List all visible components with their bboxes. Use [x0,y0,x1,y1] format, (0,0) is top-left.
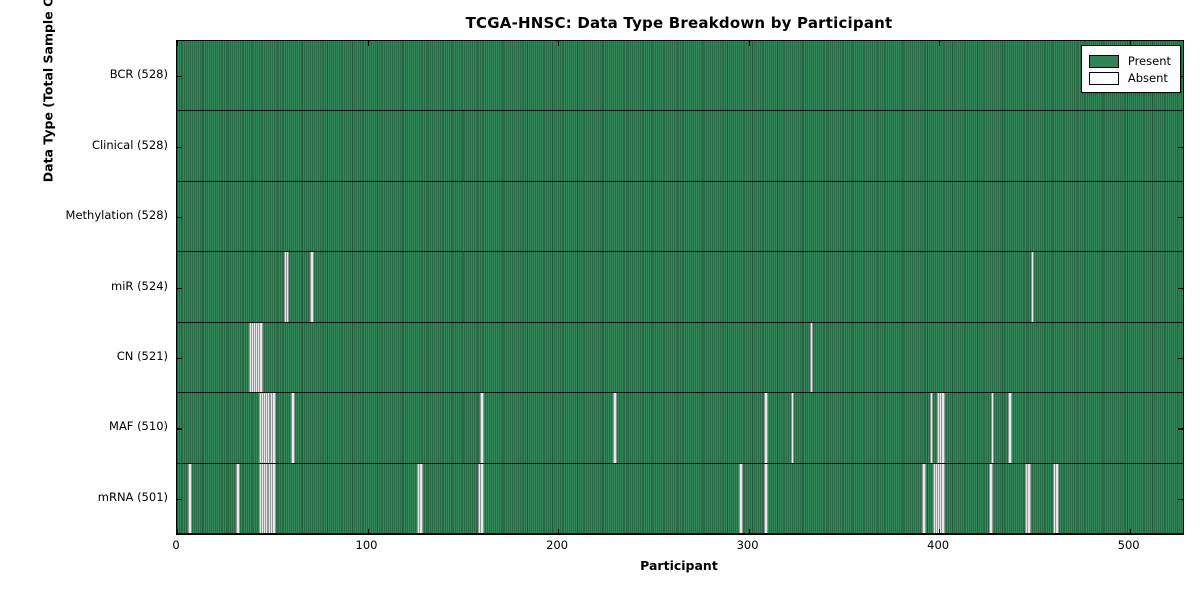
x-tick-mark [558,529,560,534]
x-tick-mark [748,41,750,46]
absent-bar [272,463,277,533]
x-tick-mark [939,41,941,46]
absent-bar [479,463,484,533]
x-tick-label: 300 [736,538,759,552]
x-tick-mark [558,41,560,46]
absent-bar [941,463,945,533]
heatmap-row-bcr [177,41,1183,112]
x-tick-label: 0 [172,538,180,552]
y-tick-label-maf: MAF (510) [109,419,168,434]
legend-swatch-absent [1088,71,1119,85]
absent-bar [763,393,768,463]
chart-title: TCGA-HNSC: Data Type Breakdown by Partic… [465,14,893,32]
y-tick-mark [1178,146,1183,148]
x-tick-mark [367,41,369,46]
heatmap-row-mir [177,252,1183,323]
x-tick-label: 200 [546,538,569,552]
legend-item-absent: Absent [1088,71,1171,85]
y-tick-mark [177,357,182,360]
y-tick-label-mrna: mRNA (501) [97,489,168,504]
y-tick-mark [177,287,182,289]
y-tick-mark [177,428,182,430]
absent-bar [990,393,995,463]
absent-bar [613,393,618,463]
legend: Present Absent [1080,45,1181,93]
x-tick-mark [177,529,179,534]
heatmap-row-mrna [177,463,1183,534]
y-tick-label-bcr: BCR (528) [109,67,168,82]
absent-bar [310,252,315,322]
y-axis-label: Data Type (Total Sample Count) [40,0,56,183]
absent-bar [1026,463,1031,533]
absent-bar [929,393,934,463]
absent-bar [258,322,263,393]
x-tick-mark [939,529,941,534]
x-tick-mark [177,41,179,46]
y-tick-mark [177,76,182,78]
y-tick-label-cn: CN (521) [116,348,168,363]
y-tick-label-methylation: Methylation (528) [65,208,168,223]
absent-bar [1055,463,1060,533]
x-tick-mark [748,529,750,534]
y-tick-mark [177,498,182,500]
absent-bar [418,463,423,533]
absent-bar [285,252,290,322]
heatmap-row-cn [177,322,1183,394]
legend-label-present: Present [1127,54,1171,68]
absent-bar [479,393,484,463]
x-axis-label: Participant [640,558,718,573]
absent-bar [921,463,926,533]
legend-label-absent: Absent [1127,71,1168,85]
absent-bar [763,463,768,533]
legend-swatch-present [1088,54,1119,68]
y-tick-mark [1178,217,1183,219]
absent-bar [1030,252,1035,322]
x-tick-label: 400 [927,538,950,552]
heatmap-row-methylation [177,181,1183,253]
absent-bar [1007,393,1012,463]
heatmap-row-clinical [177,111,1183,182]
legend-item-present: Present [1088,54,1171,68]
absent-bar [188,463,193,533]
absent-bar [941,393,945,463]
x-tick-label: 100 [355,538,378,552]
absent-bar [739,463,743,533]
x-tick-mark [1129,41,1131,46]
absent-bar [790,393,795,463]
absent-bar [272,393,277,463]
y-tick-label-clinical: Clinical (528) [91,137,168,152]
absent-bar [988,463,993,533]
absent-bar [809,322,814,393]
y-tick-label-mir: miR (524) [111,278,168,293]
absent-bar [291,393,296,463]
y-tick-mark [1178,428,1183,430]
absent-bar [266,393,271,463]
y-tick-mark [1178,287,1183,289]
heatmap-row-maf [177,393,1183,464]
x-tick-label: 500 [1117,538,1140,552]
y-tick-mark [1178,498,1183,500]
y-tick-mark [1178,357,1183,360]
y-tick-mark [177,146,182,148]
absent-bar [236,463,240,533]
y-tick-mark [177,217,182,219]
x-tick-mark [367,529,369,534]
plot-area [176,40,1184,535]
x-tick-mark [1129,529,1131,534]
